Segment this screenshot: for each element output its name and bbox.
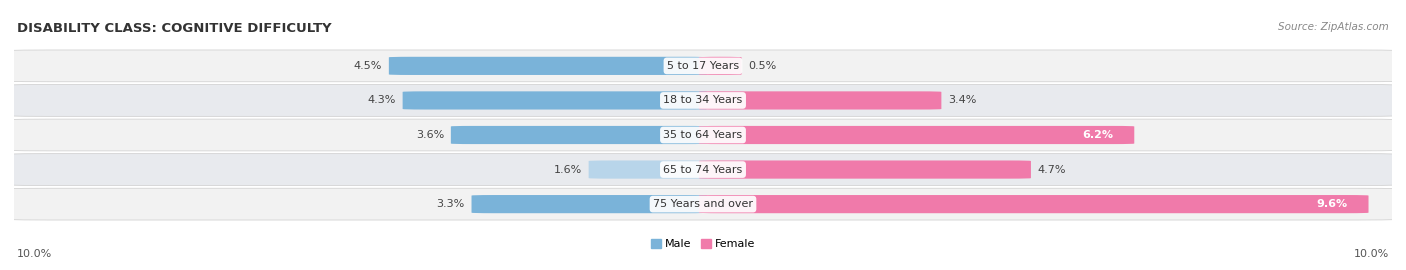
Text: 9.6%: 9.6% — [1317, 199, 1348, 209]
FancyBboxPatch shape — [402, 91, 707, 110]
FancyBboxPatch shape — [699, 160, 1031, 179]
Text: 4.5%: 4.5% — [353, 61, 382, 71]
FancyBboxPatch shape — [451, 126, 707, 144]
Text: 10.0%: 10.0% — [17, 249, 52, 259]
Text: 6.2%: 6.2% — [1083, 130, 1114, 140]
Text: 75 Years and over: 75 Years and over — [652, 199, 754, 209]
Text: 10.0%: 10.0% — [1354, 249, 1389, 259]
Text: 18 to 34 Years: 18 to 34 Years — [664, 95, 742, 106]
FancyBboxPatch shape — [699, 91, 942, 110]
Text: 35 to 64 Years: 35 to 64 Years — [664, 130, 742, 140]
FancyBboxPatch shape — [699, 57, 741, 75]
Text: 65 to 74 Years: 65 to 74 Years — [664, 164, 742, 175]
Text: Source: ZipAtlas.com: Source: ZipAtlas.com — [1278, 22, 1389, 32]
Text: 1.6%: 1.6% — [554, 164, 582, 175]
Text: 0.5%: 0.5% — [748, 61, 776, 71]
FancyBboxPatch shape — [699, 195, 1368, 213]
Text: 3.4%: 3.4% — [948, 95, 977, 106]
Text: 5 to 17 Years: 5 to 17 Years — [666, 61, 740, 71]
Text: 4.7%: 4.7% — [1038, 164, 1066, 175]
FancyBboxPatch shape — [589, 160, 707, 179]
FancyBboxPatch shape — [0, 154, 1406, 185]
Text: DISABILITY CLASS: COGNITIVE DIFFICULTY: DISABILITY CLASS: COGNITIVE DIFFICULTY — [17, 22, 332, 35]
FancyBboxPatch shape — [0, 50, 1406, 82]
Text: 3.6%: 3.6% — [416, 130, 444, 140]
FancyBboxPatch shape — [0, 188, 1406, 220]
FancyBboxPatch shape — [471, 195, 707, 213]
FancyBboxPatch shape — [699, 126, 1135, 144]
FancyBboxPatch shape — [0, 119, 1406, 151]
FancyBboxPatch shape — [389, 57, 707, 75]
Legend: Male, Female: Male, Female — [647, 235, 759, 254]
Text: 4.3%: 4.3% — [367, 95, 395, 106]
Text: 3.3%: 3.3% — [436, 199, 464, 209]
FancyBboxPatch shape — [0, 85, 1406, 116]
